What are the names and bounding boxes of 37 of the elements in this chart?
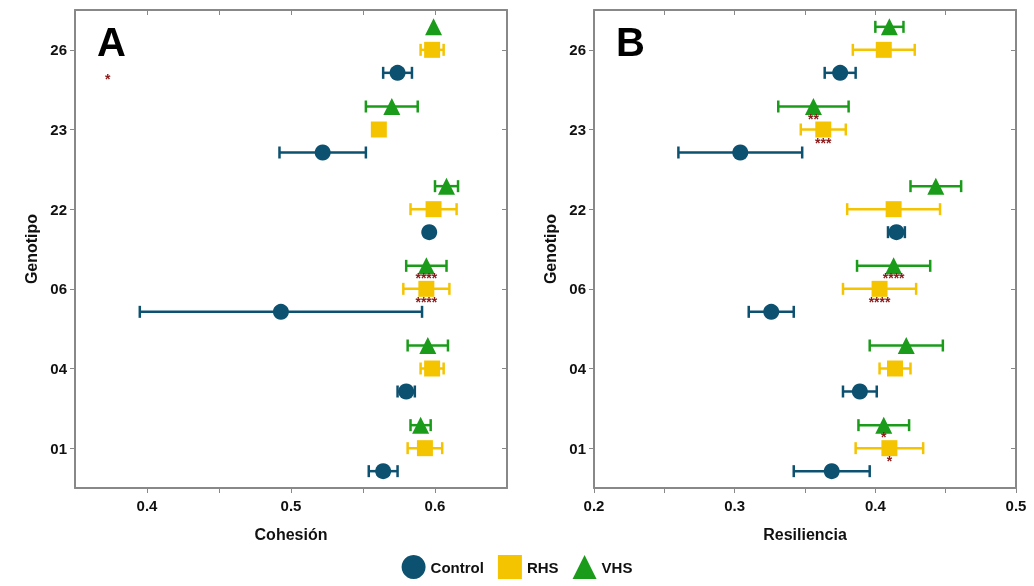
y-axis-title: Genotipo [541,213,559,285]
annotation: **** [415,269,438,286]
y-tick-label: 26 [50,41,67,59]
x-tick-label: 0.2 [583,497,605,514]
x-tick-label: 0.4 [864,497,887,514]
y-tick-label: 01 [50,439,67,457]
x-tick-label: 0.4 [136,497,159,514]
annotation: ** [807,110,820,127]
y-tick-label: 06 [50,280,67,298]
annotation: * [881,429,888,446]
chart-title: A [97,20,126,64]
y-tick-label: 04 [569,360,587,377]
x-tick-label: 0.3 [724,497,746,514]
annotation: *** [815,134,832,151]
legend-label: RHS [526,558,559,576]
x-tick-label: 0.5 [280,497,302,514]
x-tick-label: 0.5 [1005,497,1027,514]
y-tick-label: 22 [50,200,67,218]
y-tick-label: 01 [569,439,586,457]
y-tick-label: 26 [569,41,586,59]
y-tick-label: 22 [569,200,586,218]
y-tick-label: 04 [50,360,68,377]
x-axis-title: Cohesión [254,525,328,543]
annotation: * [886,453,893,470]
legend-label: VHS [601,558,633,576]
y-axis-title: Genotipo [22,213,40,285]
legend-label: Control [430,558,484,576]
y-tick-label: 23 [569,121,586,138]
x-axis-title: Resiliencia [763,525,847,543]
x-tick-label: 0.6 [424,497,446,514]
annotation: **** [868,293,891,310]
annotation: * [105,71,111,87]
y-tick-label: 23 [50,121,67,138]
y-tick-label: 06 [569,280,586,298]
annotation: **** [882,269,906,286]
chart-title: B [616,20,645,64]
annotation: **** [415,293,438,310]
